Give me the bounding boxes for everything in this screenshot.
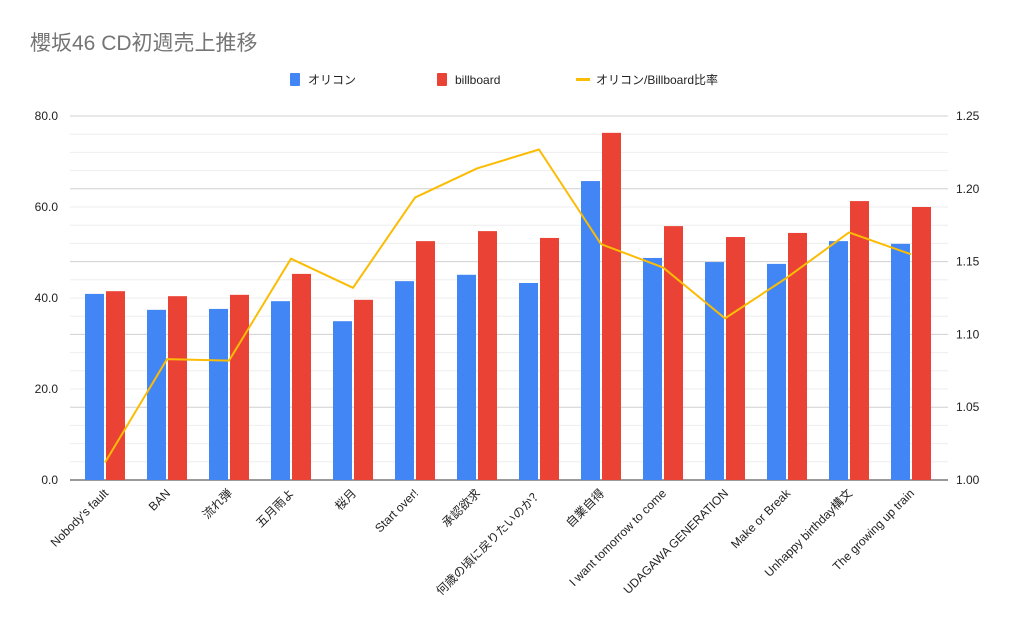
x-tick-label: Start over! xyxy=(372,486,421,535)
bar-billboard xyxy=(416,241,435,480)
right-tick-label: 1.25 xyxy=(956,109,980,123)
bar-oricon xyxy=(829,241,848,480)
bar-oricon xyxy=(457,274,476,480)
legend-label: オリコン xyxy=(308,73,356,87)
bar-oricon xyxy=(643,257,662,480)
bar-oricon xyxy=(209,308,228,480)
right-tick-label: 1.05 xyxy=(956,400,980,414)
left-tick-label: 20.0 xyxy=(35,382,59,396)
left-tick-label: 40.0 xyxy=(35,291,59,305)
left-tick-label: 0.0 xyxy=(41,473,58,487)
bar-billboard xyxy=(540,237,559,480)
bar-oricon xyxy=(271,301,290,480)
x-tick-label: Nobody's fault xyxy=(48,486,112,550)
bar-billboard xyxy=(106,291,125,480)
bar-oricon xyxy=(581,181,600,480)
x-tick-label: 何歳の頃に戻りたいのか？ xyxy=(433,486,545,598)
ratio-line xyxy=(104,148,912,464)
x-tick-label: 流れ弾 xyxy=(200,486,235,521)
bar-billboard xyxy=(664,226,683,480)
x-tick-label: 桜月 xyxy=(332,486,359,513)
bar-billboard xyxy=(354,299,373,480)
chart-title: 櫻坂46 CD初週売上推移 xyxy=(30,32,258,55)
right-tick-label: 1.15 xyxy=(956,255,980,269)
legend-swatch xyxy=(576,78,590,81)
left-tick-label: 80.0 xyxy=(35,109,59,123)
bar-oricon xyxy=(333,321,352,480)
bar-billboard xyxy=(602,132,621,480)
bar-billboard xyxy=(788,232,807,480)
bar-oricon xyxy=(705,262,724,480)
bar-billboard xyxy=(478,231,497,480)
left-tick-label: 60.0 xyxy=(35,200,59,214)
bar-billboard xyxy=(168,296,187,480)
bar-billboard xyxy=(912,207,931,480)
legend-label: オリコン/Billboard比率 xyxy=(596,72,718,87)
legend-swatch xyxy=(437,73,447,86)
bar-billboard xyxy=(850,201,869,480)
bar-oricon xyxy=(147,309,166,480)
bar-oricon xyxy=(891,243,910,480)
x-tick-label: 自業自得 xyxy=(563,486,608,531)
bar-oricon xyxy=(395,281,414,480)
x-tick-label: BAN xyxy=(146,486,173,513)
bar-billboard xyxy=(726,237,745,480)
bar-billboard xyxy=(292,273,311,480)
bar-billboard xyxy=(230,294,249,480)
right-tick-label: 1.20 xyxy=(956,182,980,196)
x-tick-label: Make or Break xyxy=(728,486,794,552)
bar-oricon xyxy=(519,282,538,480)
x-tick-label: UDAGAWA GENERATION xyxy=(621,486,731,596)
bar-oricon xyxy=(85,293,104,480)
right-tick-label: 1.00 xyxy=(956,473,980,487)
x-tick-label: 五月雨よ xyxy=(253,486,297,530)
x-tick-label: 承認欲求 xyxy=(439,486,484,531)
legend-label: billboard xyxy=(455,73,500,87)
bar-oricon xyxy=(767,263,786,480)
legend-swatch xyxy=(290,73,300,86)
right-tick-label: 1.10 xyxy=(956,327,980,341)
